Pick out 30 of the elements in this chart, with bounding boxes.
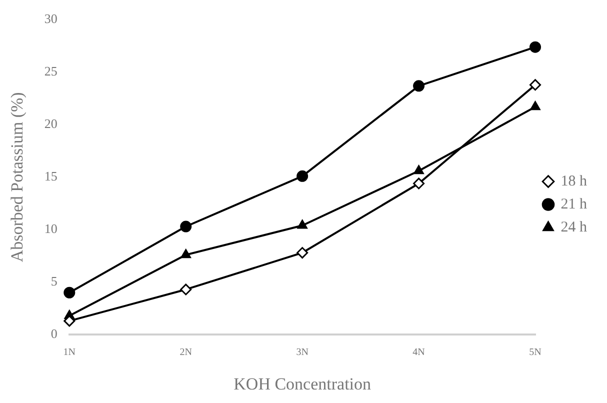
point <box>296 247 308 258</box>
x-axis-title: KOH Concentration <box>234 374 372 394</box>
point <box>530 101 540 110</box>
point <box>180 249 191 258</box>
point <box>297 220 308 229</box>
point <box>180 220 192 232</box>
y-tick-label: 5 <box>50 274 58 289</box>
point <box>64 286 76 298</box>
x-tick-label: 5N <box>529 347 542 358</box>
y-tick-label: 15 <box>44 168 58 184</box>
point <box>296 170 308 182</box>
legend-label: 21 h <box>560 196 588 212</box>
legend-label: 18 h <box>560 173 588 190</box>
x-tick-label: 3N <box>296 347 308 358</box>
point <box>413 178 425 190</box>
point <box>530 79 541 91</box>
y-axis-title: Absorbed Potassium (%) <box>8 92 27 262</box>
point <box>530 41 541 53</box>
x-tick-label: 1N <box>63 347 76 358</box>
legend-label: 24 h <box>560 219 588 236</box>
y-tick-label: 25 <box>44 64 58 79</box>
y-tick-label: 0 <box>50 326 58 342</box>
x-tick-label: 2N <box>180 347 192 358</box>
x-tick-label: 4N <box>412 347 425 358</box>
y-tick-label: 30 <box>44 11 58 26</box>
point <box>414 165 424 174</box>
point <box>413 80 425 92</box>
point <box>180 284 192 296</box>
y-tick-label: 10 <box>44 221 58 236</box>
y-tick-label: 20 <box>44 116 58 132</box>
